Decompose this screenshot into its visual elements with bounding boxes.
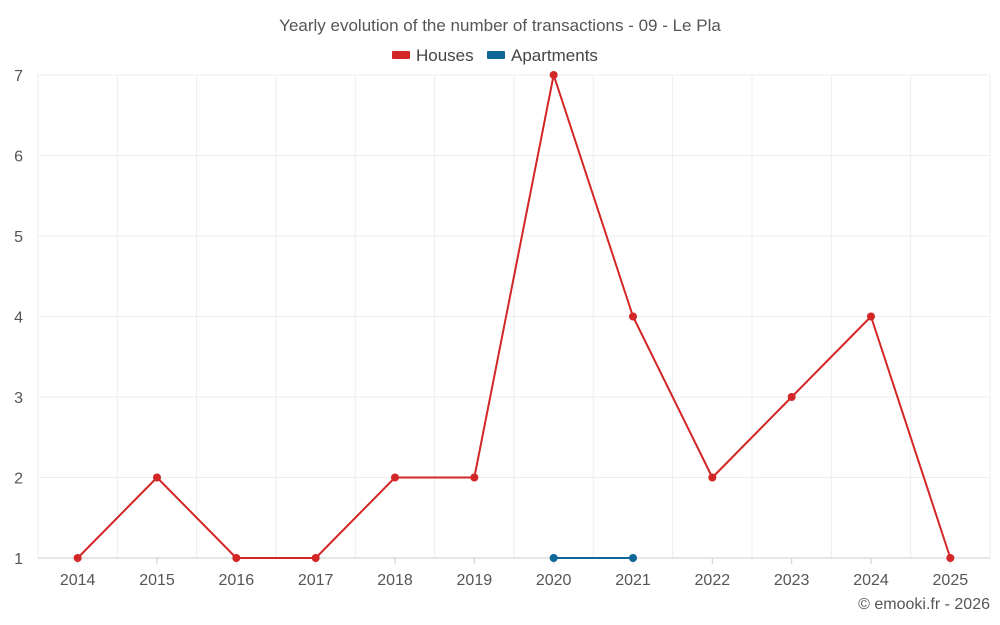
data-point-houses[interactable] [73,554,82,562]
x-tick-label: 2022 [695,572,731,589]
data-point-apartments[interactable] [629,554,637,562]
x-tick-label: 2019 [457,572,493,589]
data-point-houses[interactable] [946,554,955,562]
data-point-houses[interactable] [311,554,320,562]
x-axis-ticks: 2014 2015 2016 2017 2018 2019 2020 2021 2022 2023… [60,572,968,589]
data-point-houses[interactable] [232,554,241,562]
x-tick-label: 2023 [774,572,810,589]
data-point-houses[interactable] [391,473,399,482]
data-point-houses[interactable] [153,473,161,482]
x-tick-label: 2021 [615,572,651,589]
chart-title: Yearly evolution of the number of transa… [279,16,721,35]
data-point-apartments[interactable] [549,554,558,562]
data-point-houses[interactable] [867,312,875,321]
y-tick-label: 5 [14,229,23,246]
x-tick-label: 2014 [60,572,96,589]
legend-label-apartments[interactable]: Apartments [511,46,598,65]
y-tick-label: 1 [14,551,23,568]
y-axis-ticks: 1 2 3 4 5 6 7 [14,68,23,568]
legend-swatch-houses [392,51,410,59]
series [73,71,955,562]
data-point-houses[interactable] [787,393,796,401]
y-tick-label: 3 [14,390,23,407]
series-line-houses [76,74,952,559]
x-tick-label: 2024 [853,572,889,589]
x-tick-label: 2016 [219,572,255,589]
data-point-houses[interactable] [629,312,637,321]
axes [38,557,990,564]
y-tick-label: 2 [14,471,23,488]
legend: Houses Apartments [392,46,598,65]
y-tick-label: 7 [14,68,23,85]
y-tick-label: 6 [14,149,23,166]
x-tick-label: 2020 [536,572,572,589]
x-tick-label: 2025 [933,572,969,589]
x-tick-label: 2015 [139,572,175,589]
data-point-houses[interactable] [549,71,558,79]
credit-text: © emooki.fr - 2026 [858,596,990,613]
y-tick-label: 4 [14,310,23,327]
gridlines [37,74,991,558]
x-tick-label: 2017 [298,572,334,589]
data-point-houses[interactable] [708,473,717,482]
legend-swatch-apartments [487,51,505,59]
x-tick-label: 2018 [377,572,413,589]
data-point-houses[interactable] [470,473,479,482]
legend-label-houses[interactable]: Houses [416,46,474,65]
